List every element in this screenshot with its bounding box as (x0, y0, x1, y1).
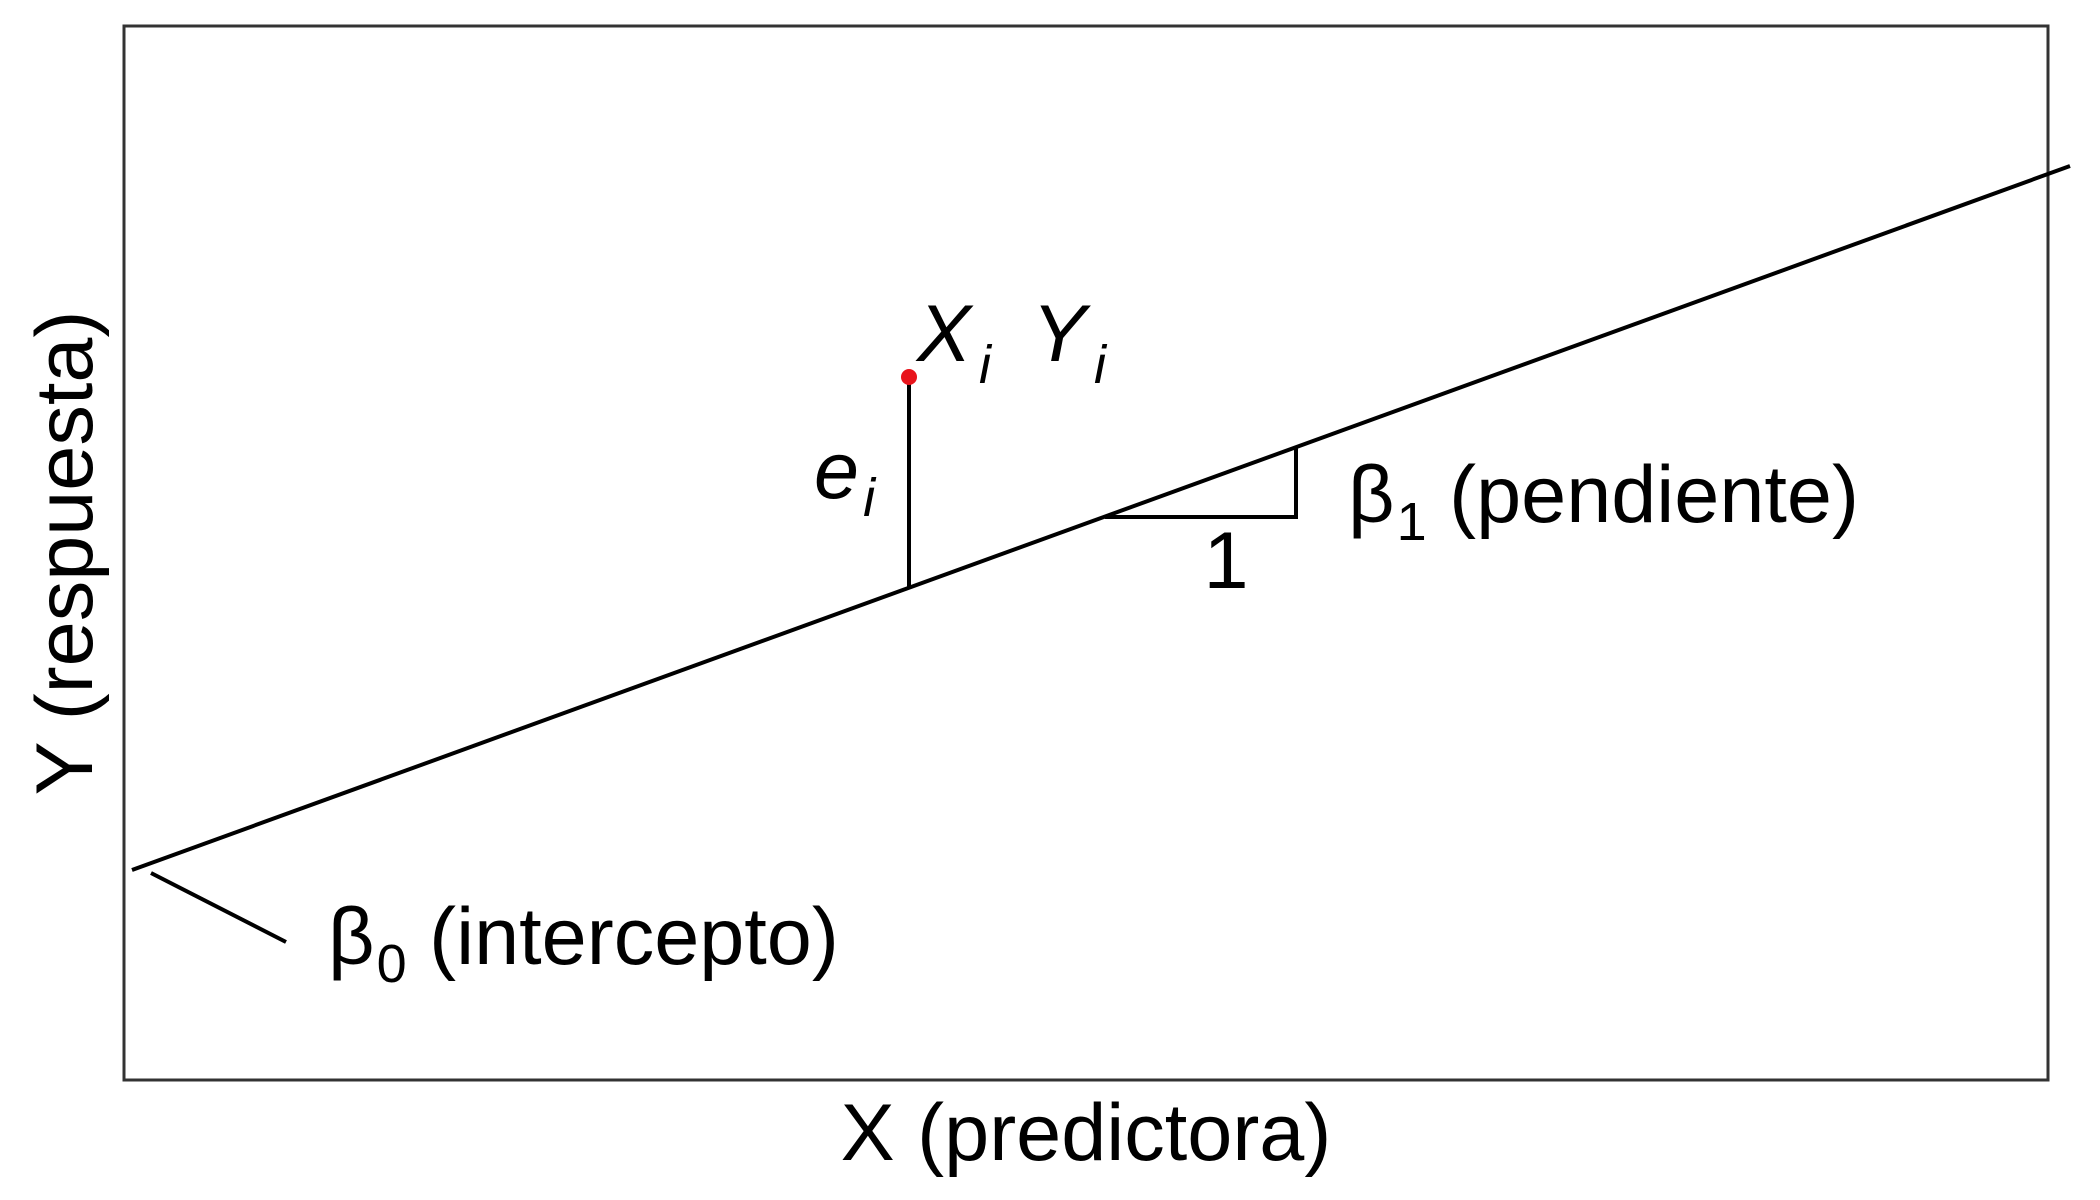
slope-subscript: 1 (1397, 492, 1427, 552)
y-axis-label: Y (respuesta) (20, 311, 110, 796)
point-y-subscript: i (1094, 335, 1108, 395)
intercept-pointer (150, 871, 287, 944)
residual-subscript: i (863, 468, 877, 528)
slope-text: (pendiente) (1427, 450, 1859, 540)
residual-label: ei (814, 426, 877, 528)
unit-run-label: 1 (1203, 516, 1248, 606)
data-point (901, 369, 917, 385)
residual-symbol: e (814, 426, 859, 516)
x-axis-label: X (predictora) (841, 1088, 1332, 1178)
regression-line (131, 164, 2071, 872)
intercept-subscript: 0 (377, 934, 407, 994)
slope-label: β1 (pendiente) (1348, 450, 1859, 552)
intercept-symbol: β (328, 892, 375, 982)
point-y-symbol: Y (1032, 289, 1091, 379)
intercept-label: β0 (intercepto) (328, 892, 839, 994)
slope-symbol: β (1348, 450, 1395, 540)
point-x-symbol: X (915, 289, 974, 379)
point-x-subscript: i (979, 335, 993, 395)
intercept-text: (intercepto) (407, 892, 839, 982)
plot-frame (122, 24, 2050, 1082)
